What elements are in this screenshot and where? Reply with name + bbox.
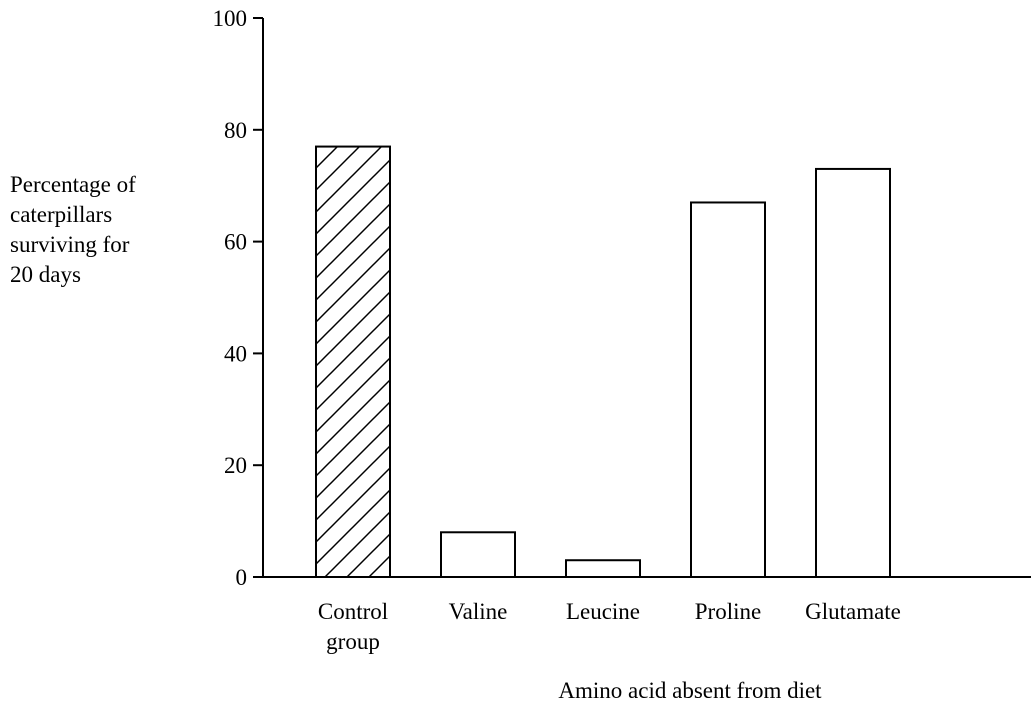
y-tick-label: 0	[236, 565, 248, 590]
x-category-label: Control	[318, 599, 388, 624]
y-tick-label: 100	[213, 6, 248, 31]
bar	[815, 167, 891, 578]
bars	[315, 145, 891, 579]
y-tick-label: 40	[224, 341, 247, 366]
y-axis-label-line: surviving for	[10, 232, 130, 257]
y-ticks: 0 20 40 60 80 100	[213, 6, 263, 590]
x-category-label: Proline	[695, 599, 761, 624]
x-categories: Control group Valine Leucine Proline Glutamat…	[318, 599, 901, 654]
x-category-label: Valine	[449, 599, 508, 624]
y-axis-label-line: Percentage of	[10, 172, 136, 197]
x-category-label: group	[326, 629, 380, 654]
y-tick-label: 80	[224, 118, 247, 143]
bar	[315, 145, 391, 578]
y-axis-label-line: 20 days	[10, 262, 81, 287]
y-axis-label-line: caterpillars	[10, 202, 113, 227]
bar	[440, 531, 516, 579]
y-axis-label: Percentage of caterpillars surviving for…	[10, 170, 210, 290]
x-axis-label: Amino acid absent from diet	[558, 678, 822, 703]
x-category-label: Glutamate	[805, 599, 901, 624]
bar	[565, 559, 641, 578]
y-tick-label: 60	[224, 230, 247, 255]
y-tick-label: 20	[224, 453, 247, 478]
bar	[690, 201, 766, 578]
x-category-label: Leucine	[566, 599, 640, 624]
